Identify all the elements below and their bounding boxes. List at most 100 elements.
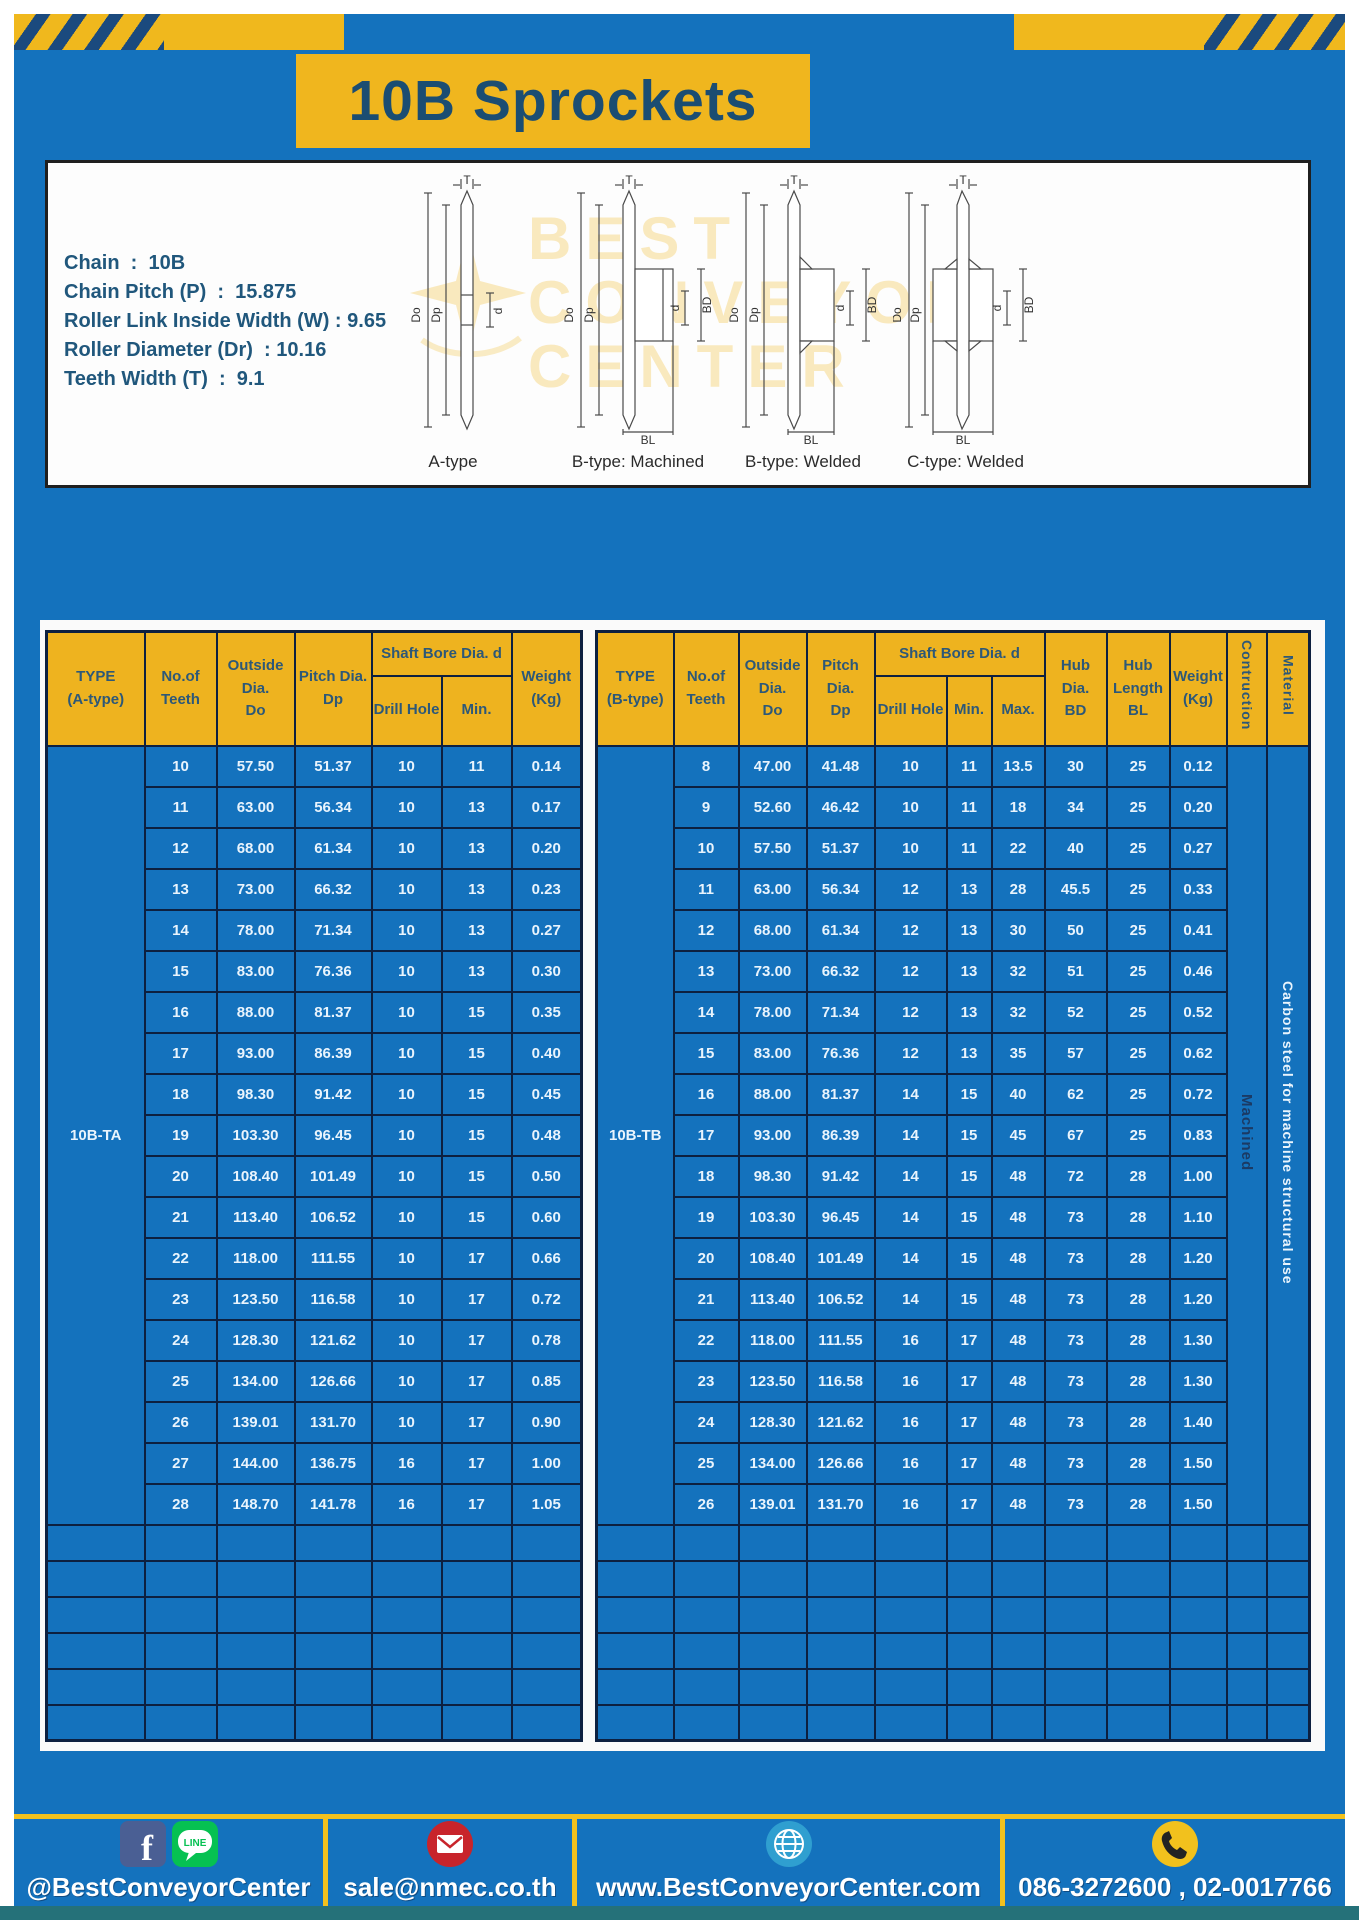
table-cell: 48 (990, 1236, 1046, 1280)
table-cell: 73 (1043, 1318, 1108, 1362)
empty-cell (945, 1595, 993, 1634)
svg-text:Do: Do (563, 307, 576, 323)
drawing-label: C-type: Welded (907, 452, 1024, 471)
svg-text:BD: BD (700, 296, 713, 313)
table-cell: 0.85 (510, 1359, 583, 1403)
table-cell: 14 (873, 1072, 948, 1116)
table-cell: 12 (873, 908, 948, 952)
table-cell: 26 (143, 1400, 218, 1444)
table-cell: 118.00 (215, 1236, 296, 1280)
footer-rule (14, 1814, 1345, 1819)
table-cell: 15 (440, 1154, 513, 1198)
table-cell: 21 (143, 1195, 218, 1239)
header-type: TYPE (A-type) (45, 630, 146, 747)
footer-contact-text: @BestConveyorCenter (26, 1872, 311, 1902)
table-cell: 14 (873, 1154, 948, 1198)
table-cell: 13 (672, 949, 740, 993)
table-cell: 98.30 (215, 1072, 296, 1116)
drawing-b-type-machined: T Do Dp d BD BL B-type: Machined (562, 173, 714, 472)
table-cell: 13.5 (990, 744, 1046, 788)
table-cell: 13 (945, 990, 993, 1034)
table-cell: 148.70 (215, 1482, 296, 1526)
table-cell: 128.30 (737, 1400, 808, 1444)
empty-cell (440, 1559, 513, 1598)
table-cell: 0.27 (1168, 826, 1228, 870)
table-row: 25 134.00 126.66 16 17 48 73 28 1.50 (597, 1441, 1310, 1485)
table-cell: 10 (672, 826, 740, 870)
table-cell: 12 (143, 826, 218, 870)
sprocket-diagram-icon: T Do Dp d BD BL (562, 173, 714, 447)
empty-cell (370, 1667, 443, 1706)
table-cell: 18 (143, 1072, 218, 1116)
empty-cell (510, 1631, 583, 1670)
empty-cell (990, 1559, 1046, 1598)
facebook-icon: f (119, 1820, 166, 1872)
drawing-c-type-welded: T Do Dp d BD BL C-type: Welded (890, 173, 1038, 472)
table-cell: 25 (1105, 949, 1171, 993)
table-cell: 73 (1043, 1359, 1108, 1403)
empty-cell (293, 1559, 373, 1598)
empty-cell (595, 1631, 675, 1670)
header-hub-dia: Hub Dia. BD (1043, 630, 1108, 747)
table-cell: 17 (672, 1113, 740, 1157)
table-cell: 63.00 (737, 867, 808, 911)
table-cell: 17 (945, 1318, 993, 1362)
footer-section: sale@nmec.co.th (328, 1820, 572, 1906)
table-cell: 1.10 (1168, 1195, 1228, 1239)
construction-header-text: Contruction (1239, 639, 1255, 731)
table-cell: 13 (143, 867, 218, 911)
empty-cell (1105, 1703, 1171, 1742)
empty-cell (370, 1559, 443, 1598)
table-cell: 0.72 (1168, 1072, 1228, 1116)
table-cell: 106.52 (293, 1195, 373, 1239)
table-cell: 0.40 (510, 1031, 583, 1075)
table-row: 13 73.00 66.32 12 13 32 51 25 0.46 (597, 949, 1310, 993)
empty-cell (873, 1523, 948, 1562)
empty-cell (1105, 1559, 1171, 1598)
table-cell: 40 (1043, 826, 1108, 870)
table-cell: 22 (143, 1236, 218, 1280)
table-cell: 0.52 (1168, 990, 1228, 1034)
svg-text:Dp: Dp (582, 307, 596, 323)
table-cell: 47.00 (737, 744, 808, 788)
table-cell: 30 (1043, 744, 1108, 788)
table-cell: 48 (990, 1441, 1046, 1485)
empty-cell (737, 1559, 808, 1598)
table-cell: 0.33 (1168, 867, 1228, 911)
empty-cell (595, 1703, 675, 1742)
svg-text:T: T (463, 175, 471, 187)
table-cell: 22 (990, 826, 1046, 870)
footer-icons: f LINE (119, 1820, 218, 1872)
empty-cell (1265, 1523, 1311, 1562)
table-cell: 116.58 (293, 1277, 373, 1321)
table-cell: 101.49 (293, 1154, 373, 1198)
empty-cell (873, 1667, 948, 1706)
table-cell: 101.49 (805, 1236, 876, 1280)
empty-cell (737, 1523, 808, 1562)
table-cell: 63.00 (215, 785, 296, 829)
table-cell: 28 (990, 867, 1046, 911)
table-row: 12 68.00 61.34 12 13 30 50 25 0.41 (597, 908, 1310, 952)
table-cell: 13 (440, 785, 513, 829)
globe-icon (765, 1820, 813, 1873)
svg-text:BD: BD (865, 296, 878, 313)
table-cell: 28 (143, 1482, 218, 1526)
table-cell: 73 (1043, 1236, 1108, 1280)
header-material: Material (1265, 630, 1311, 747)
empty-cell (1265, 1559, 1311, 1598)
header-shaft-bore: Shaft Bore Dia. d (873, 630, 1046, 677)
spec-line: Teeth Width (T) : 9.1 (64, 368, 265, 390)
table-cell: 1.20 (1168, 1236, 1228, 1280)
empty-cell (1043, 1595, 1108, 1634)
material-text: Carbon steel for machine structural use (1279, 981, 1296, 1285)
table-cell: 113.40 (215, 1195, 296, 1239)
table-cell: 10 (370, 1318, 443, 1362)
table-cell: 52.60 (737, 785, 808, 829)
table-cell: 48 (990, 1400, 1046, 1444)
empty-cell (440, 1523, 513, 1562)
table-cell: 17 (440, 1318, 513, 1362)
empty-cell (1168, 1667, 1228, 1706)
table-cell: 10 (143, 744, 218, 788)
table-cell: 121.62 (805, 1400, 876, 1444)
empty-cell (143, 1595, 218, 1634)
